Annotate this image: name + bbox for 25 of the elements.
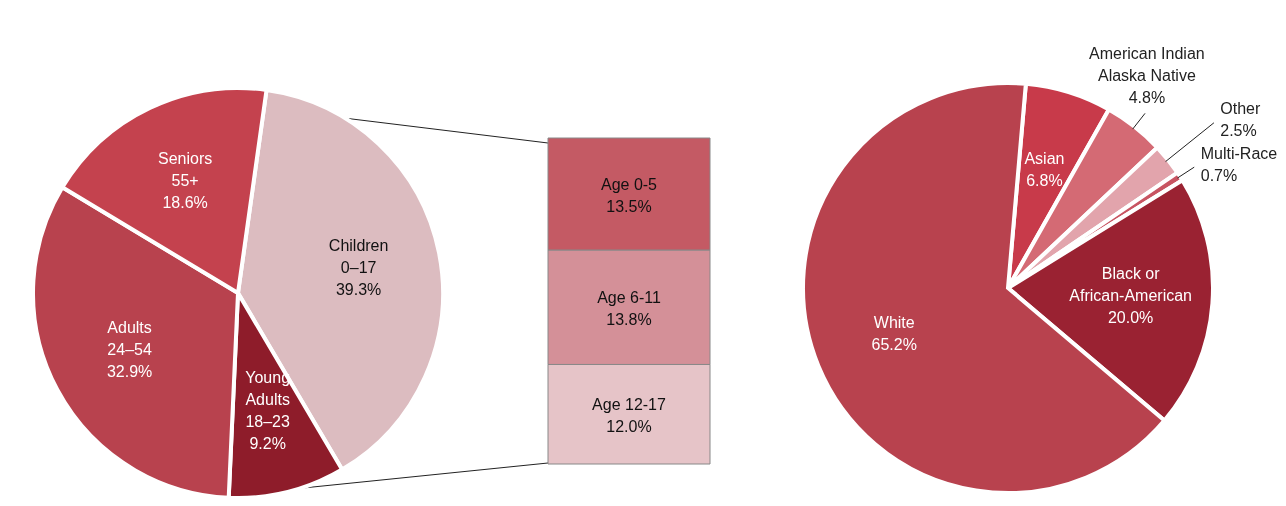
slice-label: White	[873, 314, 915, 332]
data-label: 13.5%	[606, 197, 652, 215]
data-label: 4.8%	[1128, 89, 1166, 107]
data-label: 39.3%	[335, 281, 382, 299]
slice-label: Asian	[1024, 149, 1065, 167]
data-label: 20.0%	[1107, 309, 1154, 327]
data-label: 2.5%	[1220, 122, 1257, 140]
data-label: 12.0%	[606, 418, 652, 436]
series-label: Age 12-17	[592, 396, 667, 414]
data-label: 13.8%	[606, 311, 652, 329]
slice-label: Children 0–17	[328, 237, 389, 277]
slice-label: American Indian Alaska Native	[1089, 45, 1205, 85]
data-label: 65.2%	[871, 336, 917, 354]
series-label: Age 6-11	[597, 289, 661, 307]
slice-label: Adults 24–54	[107, 319, 152, 359]
data-label: 9.2%	[249, 435, 286, 453]
data-label: 0.7%	[1200, 166, 1238, 184]
data-label: 6.8%	[1026, 171, 1063, 189]
slice-label: Black or African-American	[1069, 265, 1193, 305]
series-label: Age 0-5	[600, 175, 658, 193]
data-label: 18.6%	[162, 194, 208, 212]
slice-label: Seniors 55+	[157, 150, 213, 190]
slice-label: Multi-Race	[1200, 144, 1278, 162]
slice-label: Other	[1220, 100, 1261, 118]
data-label: 32.9%	[106, 363, 153, 381]
